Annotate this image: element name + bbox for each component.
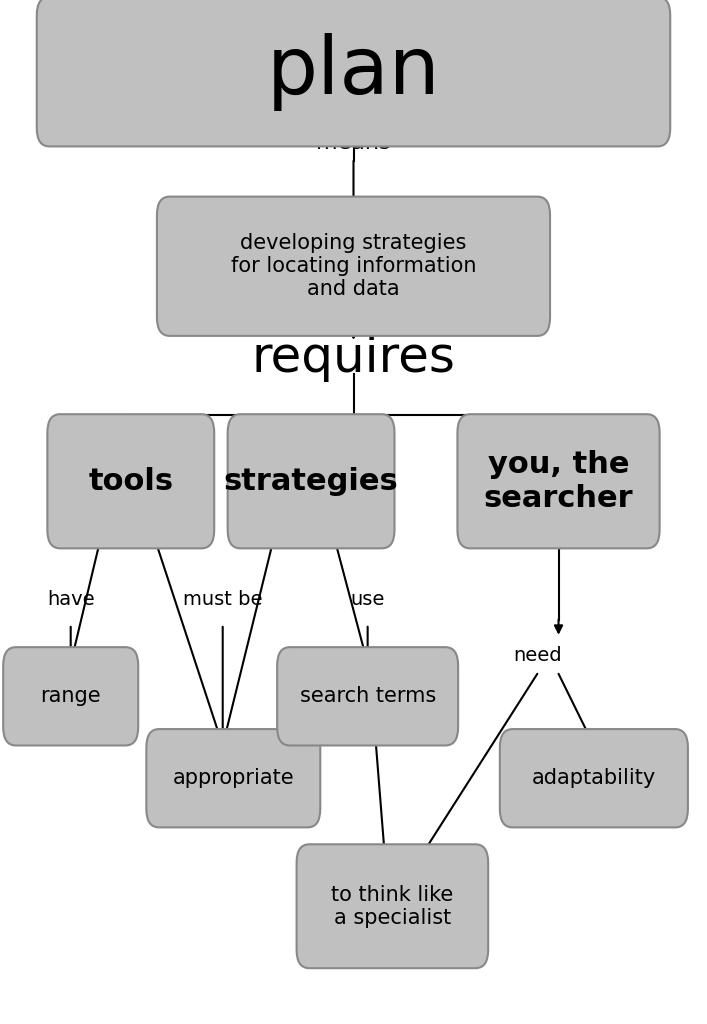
Text: have: have [47, 590, 95, 608]
FancyBboxPatch shape [4, 647, 139, 745]
FancyBboxPatch shape [146, 729, 320, 827]
Text: you, the
searcher: you, the searcher [484, 450, 633, 513]
Text: developing strategies
for locating information
and data: developing strategies for locating infor… [230, 233, 477, 299]
Text: need: need [513, 646, 561, 665]
Text: requires: requires [252, 335, 455, 382]
Text: appropriate: appropriate [173, 768, 294, 788]
FancyBboxPatch shape [457, 414, 660, 549]
Text: search terms: search terms [300, 686, 436, 707]
FancyBboxPatch shape [47, 414, 214, 549]
FancyBboxPatch shape [277, 647, 458, 745]
FancyBboxPatch shape [37, 0, 670, 146]
FancyBboxPatch shape [228, 414, 395, 549]
Text: to think like
a specialist: to think like a specialist [332, 885, 453, 928]
Text: must be: must be [183, 590, 262, 608]
Text: strategies: strategies [223, 467, 399, 496]
Text: adaptability: adaptability [532, 768, 656, 788]
Text: use: use [351, 590, 385, 608]
FancyBboxPatch shape [500, 729, 688, 827]
FancyBboxPatch shape [157, 197, 550, 336]
FancyBboxPatch shape [297, 844, 488, 969]
Text: plan: plan [267, 33, 440, 111]
Text: range: range [40, 686, 101, 707]
Text: means: means [316, 133, 391, 154]
Text: tools: tools [88, 467, 173, 496]
